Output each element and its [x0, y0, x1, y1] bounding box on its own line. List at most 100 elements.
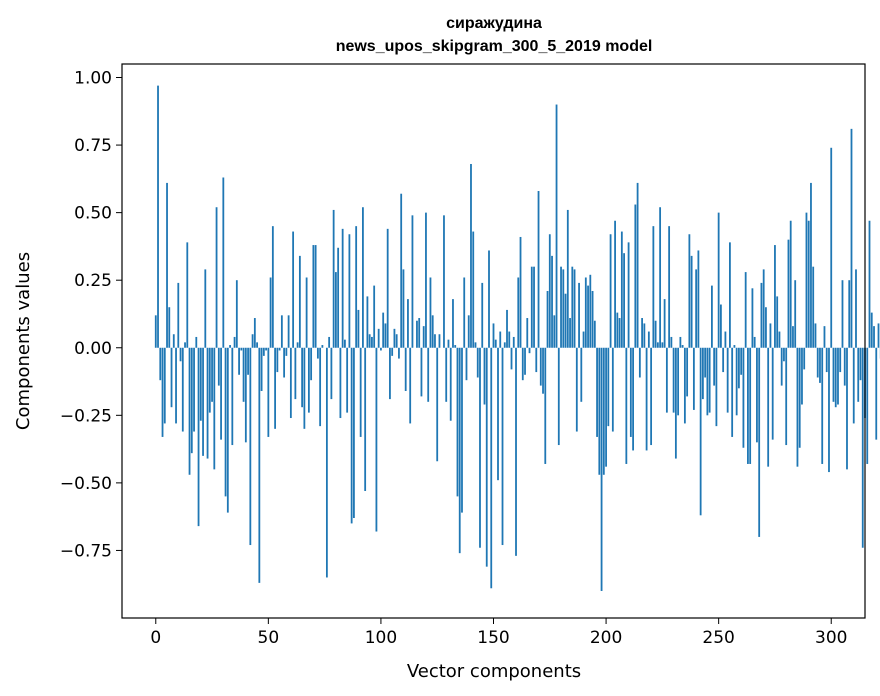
bar-148	[488, 250, 490, 348]
bar-53	[274, 347, 276, 429]
bar-193	[589, 274, 592, 348]
bar-296	[821, 347, 824, 464]
bar-123	[431, 315, 434, 348]
bar-250	[717, 212, 720, 348]
bar-5	[166, 182, 168, 348]
y-tick-label: 0.75	[74, 136, 112, 156]
bar-207	[620, 231, 623, 348]
bar-218	[645, 347, 648, 451]
bar-60	[289, 347, 292, 419]
bar-13	[184, 342, 186, 348]
bar-177	[553, 315, 556, 348]
bar-27	[215, 207, 218, 348]
bar-61	[292, 231, 295, 348]
bar-25	[211, 347, 213, 402]
bar-203	[611, 347, 614, 432]
bar-167	[530, 266, 533, 348]
bar-192	[587, 285, 589, 348]
bar-220	[650, 347, 653, 446]
bar-43	[251, 334, 254, 348]
bar-26	[213, 347, 216, 470]
bar-137	[463, 277, 466, 348]
bar-312	[857, 347, 860, 402]
bar-39	[242, 347, 245, 402]
bar-120	[425, 212, 427, 348]
bar-190	[582, 331, 585, 348]
bar-46	[258, 347, 261, 583]
bar-217	[643, 323, 646, 348]
bar-249	[715, 347, 718, 427]
bar-129	[445, 347, 448, 402]
bar-279	[783, 347, 785, 362]
bar-290	[807, 220, 810, 348]
bar-154	[501, 347, 504, 546]
bar-140	[470, 163, 472, 348]
bar-71	[314, 245, 317, 348]
bar-219	[647, 331, 650, 348]
bar-18	[195, 336, 198, 348]
bar-108	[398, 347, 400, 359]
bar-95	[368, 334, 371, 348]
bar-230	[672, 347, 675, 413]
bar-305	[841, 280, 844, 348]
bar-247	[711, 285, 713, 348]
bar-147	[485, 347, 488, 567]
bar-73	[319, 347, 322, 427]
bar-237	[688, 234, 691, 348]
bar-125	[436, 347, 439, 462]
bar-160	[515, 347, 517, 556]
y-axis-ticks: −0.75 −0.50 −0.25 0.00 0.25 0.50 0.75 1.00	[60, 69, 122, 561]
bar-242	[699, 347, 702, 516]
y-tick-label: 0.50	[74, 204, 112, 224]
bar-65	[301, 347, 304, 408]
bar-269	[760, 282, 763, 348]
bar-310	[852, 347, 855, 424]
bar-105	[391, 347, 394, 356]
bar-series	[154, 85, 880, 591]
bar-141	[472, 231, 475, 348]
bar-255	[729, 242, 731, 348]
bar-283	[792, 326, 794, 348]
bar-4	[163, 347, 166, 424]
bar-49	[265, 347, 267, 351]
bar-309	[850, 128, 853, 348]
bar-307	[846, 347, 848, 470]
bar-55	[278, 347, 281, 351]
bar-248	[713, 347, 716, 386]
bar-62	[294, 347, 297, 400]
bar-188	[578, 282, 580, 348]
bar-96	[371, 336, 373, 348]
bar-200	[605, 347, 607, 467]
bar-66	[303, 347, 306, 429]
bar-12	[181, 347, 184, 432]
bar-86	[348, 234, 351, 348]
bar-208	[623, 253, 625, 348]
bar-8	[172, 334, 175, 348]
bar-135	[458, 347, 461, 554]
bar-88	[353, 347, 355, 519]
chart-title: сиражудина	[446, 15, 542, 32]
bar-303	[837, 347, 839, 405]
bar-139	[467, 315, 470, 348]
bar-34	[231, 347, 234, 446]
bar-170	[537, 191, 540, 348]
chart-subtitle: news_upos_skipgram_300_5_2019 model	[336, 38, 653, 55]
bar-277	[778, 331, 781, 348]
bar-9	[175, 347, 177, 424]
bar-136	[461, 347, 463, 513]
bar-41	[247, 347, 249, 375]
bar-50	[267, 347, 270, 437]
bar-236	[686, 347, 689, 397]
bar-146	[483, 347, 486, 405]
bar-228	[668, 226, 671, 348]
bar-182	[564, 293, 567, 348]
bar-118	[420, 347, 423, 397]
bar-128	[443, 215, 445, 348]
bar-259	[738, 347, 740, 389]
bar-171	[539, 347, 542, 386]
bar-109	[400, 193, 403, 348]
bar-78	[330, 347, 333, 400]
bar-92	[362, 207, 364, 348]
bar-70	[312, 245, 315, 348]
bar-297	[823, 326, 826, 348]
